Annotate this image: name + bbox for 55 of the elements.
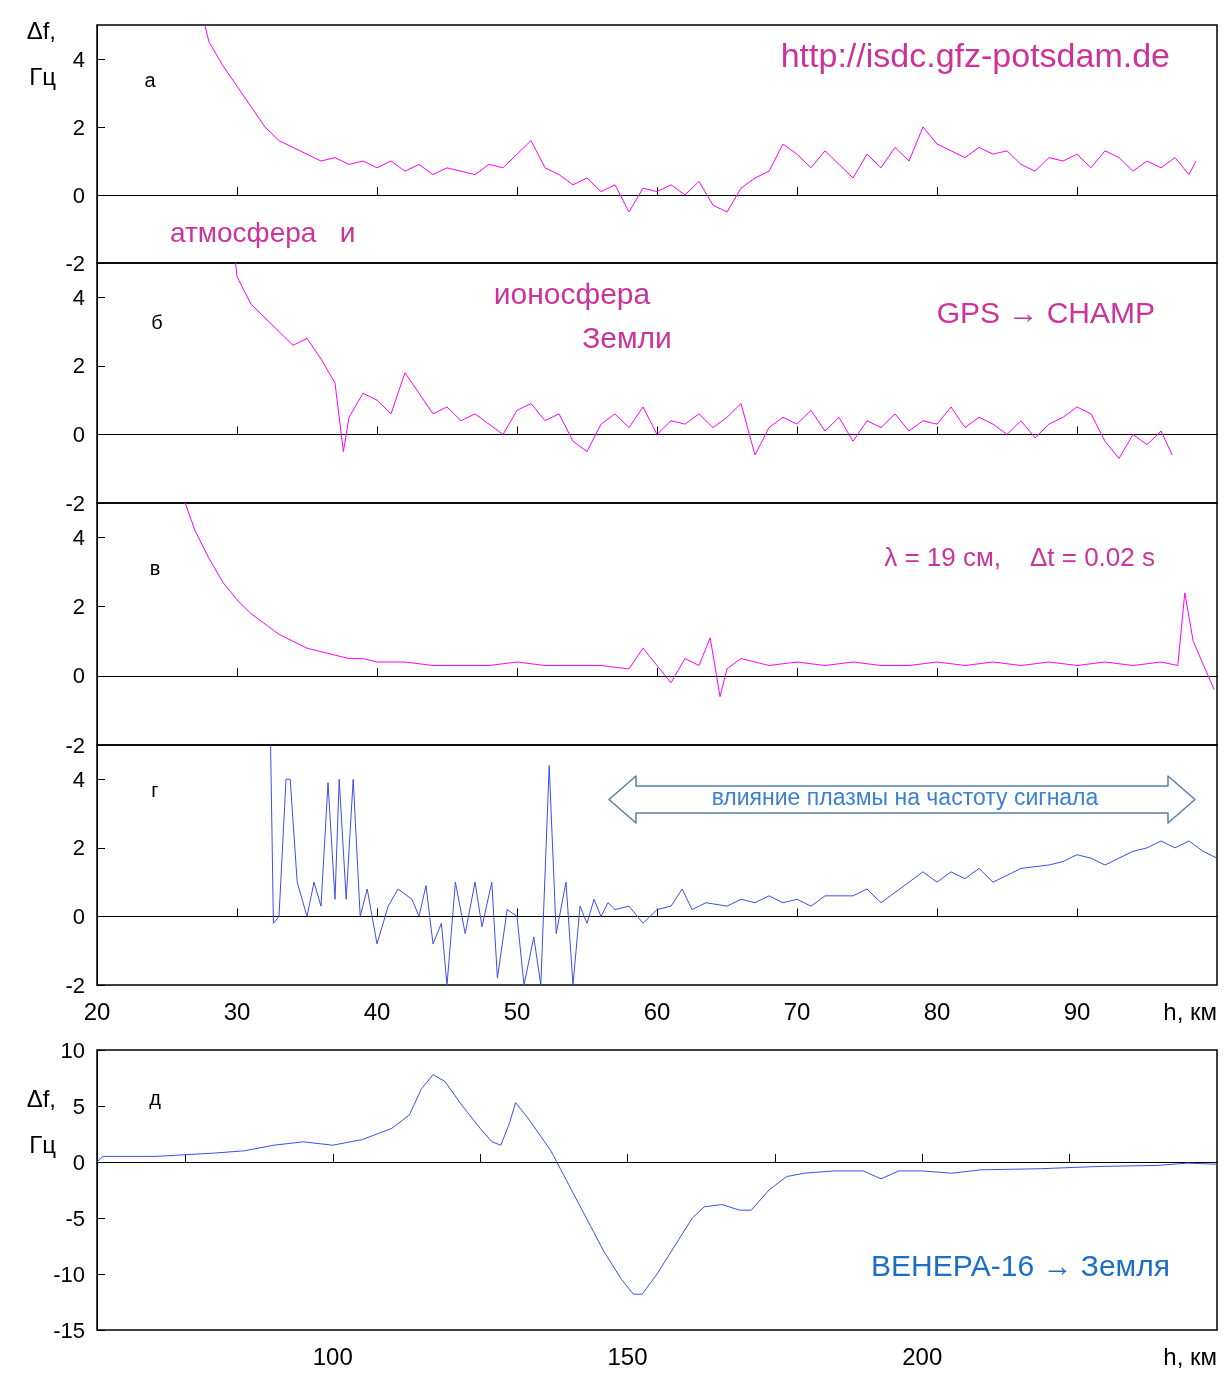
x-axis-title: h, км (1163, 997, 1217, 1025)
y-tick-label: 2 (72, 835, 85, 861)
annotation: г (151, 779, 159, 801)
x-tick-label: 200 (902, 1342, 943, 1370)
x-tick-label: 90 (1063, 997, 1091, 1025)
x-tick-label: 100 (312, 1342, 353, 1370)
x-tick-label: 40 (363, 997, 391, 1025)
y-tick-label: 5 (72, 1093, 85, 1119)
y-tick-label: 0 (72, 182, 85, 208)
y-tick-label: -2 (65, 732, 85, 758)
x-tick-label: 150 (607, 1342, 648, 1370)
x-tick-label: 50 (503, 997, 531, 1025)
y-tick-label: -5 (65, 1205, 85, 1231)
y-axis-title: Δf, Гц (26, 16, 57, 90)
y-tick-label: -10 (53, 1261, 85, 1287)
annotation: атмосфера и (170, 216, 356, 248)
y-axis-title: Δf, Гц (26, 1084, 57, 1158)
x-tick-label: 80 (923, 997, 951, 1025)
y-tick-label: 4 (72, 766, 85, 792)
annotation: в (149, 557, 161, 579)
x-tick-label: 60 (643, 997, 671, 1025)
y-tick-label: 0 (72, 663, 85, 689)
annotation: λ = 19 см, Δt = 0.02 s (884, 542, 1155, 572)
annotation: влияние плазмы на частоту сигнала (711, 784, 1099, 810)
y-tick-label: 0 (72, 421, 85, 447)
y-tick-label: 2 (72, 114, 85, 140)
annotation: ВЕНЕРА-16 → Земля (871, 1248, 1170, 1282)
y-tick-label: 2 (72, 594, 85, 620)
y-tick-label: 4 (72, 284, 85, 310)
y-tick-label: 2 (72, 353, 85, 379)
y-tick-label: -2 (65, 250, 85, 276)
line-series (96, 1074, 1218, 1295)
y-tick-label: -15 (53, 1317, 85, 1343)
annotation: http://isdc.gfz-potsdam.de (780, 36, 1170, 74)
x-tick-label: 70 (783, 997, 811, 1025)
annotation: д (149, 1087, 162, 1109)
annotation: б (151, 311, 163, 333)
annotation: Земли (582, 320, 672, 354)
x-tick-label: 20 (83, 997, 111, 1025)
line-series (270, 744, 1218, 986)
y-tick-label: 4 (72, 46, 85, 72)
y-tick-label: 0 (72, 903, 85, 929)
y-tick-label: -2 (65, 972, 85, 998)
line-series (235, 262, 1173, 459)
y-tick-label: -2 (65, 490, 85, 516)
annotation: а (144, 69, 157, 91)
x-tick-label: 30 (223, 997, 251, 1025)
line-series (204, 24, 1197, 213)
x-axis-title: h, км (1163, 1342, 1217, 1370)
y-tick-label: 4 (72, 525, 85, 551)
y-tick-label: 0 (72, 1149, 85, 1175)
y-tick-label: 10 (60, 1037, 85, 1063)
annotation: GPS → CHAMP (936, 295, 1155, 329)
annotation: ионосфера (493, 276, 651, 310)
line-series (184, 502, 1215, 698)
